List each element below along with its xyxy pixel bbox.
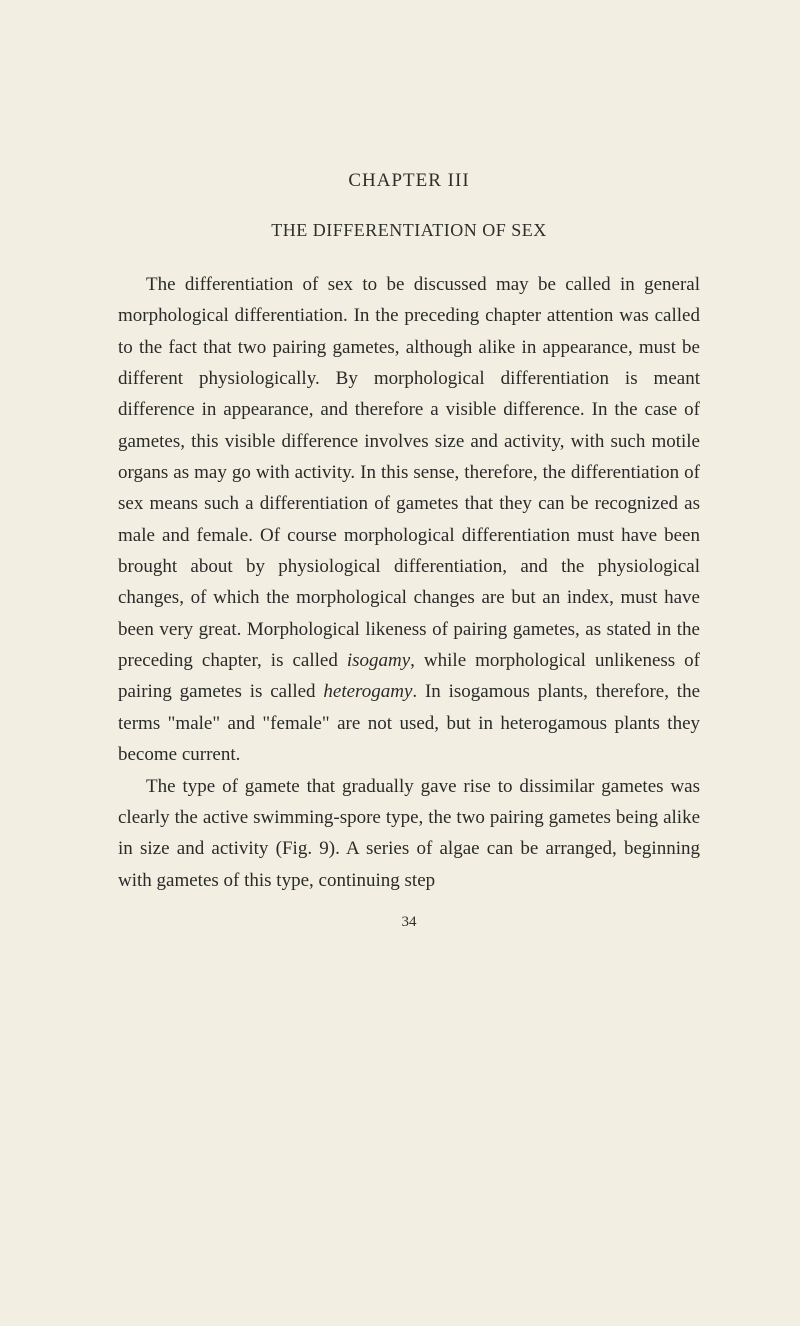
chapter-subheading: THE DIFFERENTIATION OF SEX bbox=[118, 220, 700, 241]
p1-text-1: The differentiation of sex to be discuss… bbox=[118, 274, 700, 671]
paragraph-1: The differentiation of sex to be discuss… bbox=[118, 269, 700, 771]
page-number: 34 bbox=[118, 914, 700, 931]
paragraph-2: The type of gamete that gradually gave r… bbox=[118, 771, 700, 896]
body-text: The differentiation of sex to be discuss… bbox=[118, 269, 700, 896]
p1-isogamy: isogamy bbox=[347, 650, 410, 671]
p1-heterogamy: heterogamy bbox=[323, 681, 412, 702]
chapter-heading: CHAPTER III bbox=[118, 170, 700, 192]
